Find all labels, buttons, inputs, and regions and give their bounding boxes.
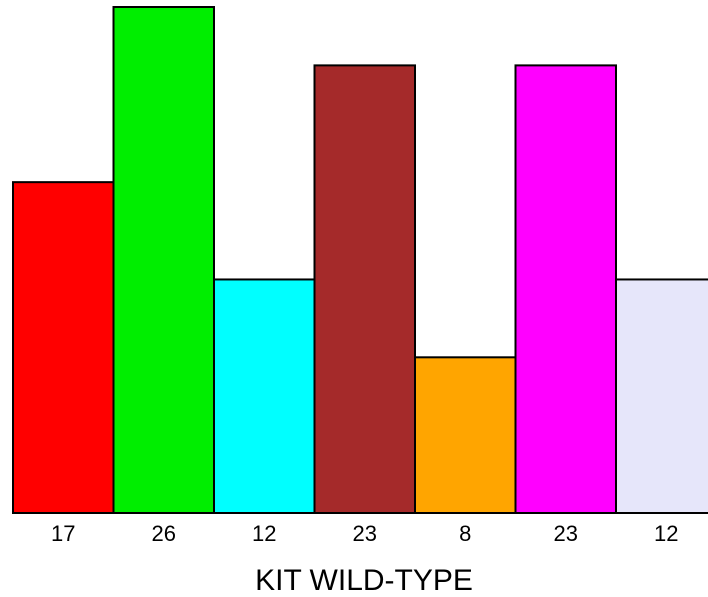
x-tick-label-6: 23 [554, 521, 578, 546]
x-tick-label-1: 17 [51, 521, 75, 546]
bar-2 [112, 6, 215, 514]
bar-4 [313, 64, 416, 514]
x-axis-title: KIT WILD-TYPE [255, 564, 473, 597]
bar-7 [615, 278, 708, 515]
bar-1 [12, 181, 115, 514]
x-tick-label-7: 12 [654, 521, 678, 546]
x-tick-label-2: 26 [152, 521, 176, 546]
bar-6 [514, 64, 617, 514]
x-tick-label-5: 8 [459, 521, 471, 546]
bar-3 [213, 278, 316, 515]
x-tick-label-3: 12 [252, 521, 276, 546]
bar-5 [414, 356, 517, 514]
x-tick-labels: 17 26 12 23 8 23 12 [51, 521, 678, 546]
x-tick-label-4: 23 [353, 521, 377, 546]
bars-group [12, 6, 708, 515]
